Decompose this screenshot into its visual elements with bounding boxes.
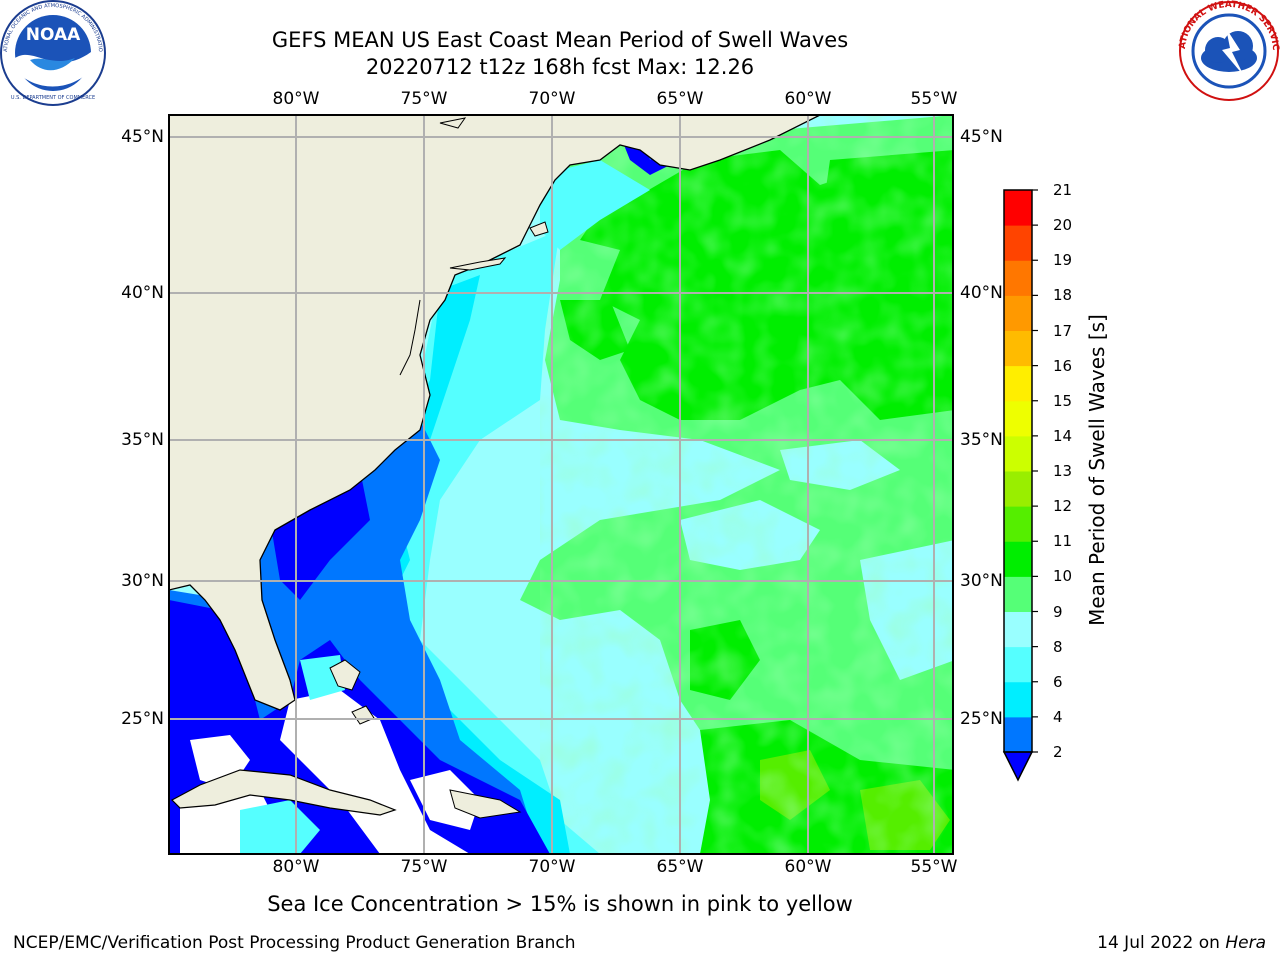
chart-subtitle: 20220712 t12z 168h fcst Max: 12.26 [365,55,755,79]
lat-label-left: 45°N [121,127,164,147]
lat-label-right: 45°N [960,127,1003,147]
colorbar-segment [1004,260,1032,296]
colorbar-tick-label: 15 [1053,391,1073,410]
noaa-logo-text: NOAA [26,25,81,45]
lon-label-bottom: 80°W [272,857,320,877]
machine-name: Hera [1225,933,1266,953]
colorbar-segment [1004,471,1032,507]
lat-label-right: 35°N [960,430,1003,450]
colorbar-tick-label: 18 [1053,286,1073,305]
date-text: 14 Jul 2022 on Hera [1097,932,1266,954]
colorbar-segment [1004,225,1032,261]
lon-label-bottom: 65°W [656,857,704,877]
colorbar-segment [1004,716,1032,753]
colorbar-tick-label: 8 [1053,637,1063,656]
lat-label-right: 30°N [960,571,1003,591]
colorbar-tick-label: 13 [1053,462,1073,480]
noaa-logo-bottom-text: U.S. DEPARTMENT OF COMMERCE [11,95,95,101]
lon-label-bottom: 70°W [528,857,576,877]
nws-logo: NATIONAL WEATHER SERVICE [1178,0,1280,101]
date-value: 14 Jul 2022 on [1097,933,1220,953]
colorbar-tick-label: 14 [1053,426,1073,445]
lat-label-left: 35°N [121,430,164,450]
lat-label-left: 30°N [121,571,164,591]
graticule [169,115,953,854]
colorbar-tick-label: 2 [1053,743,1063,761]
lon-label-bottom: 60°W [784,857,832,877]
lon-label-top: 70°W [528,89,576,109]
colorbar-tick-label: 11 [1053,532,1073,551]
map-frame [168,114,954,855]
colorbar-tick-label: 19 [1053,251,1073,270]
colorbar-tick-label: 9 [1053,602,1063,621]
colorbar-segment [1004,611,1032,648]
colorbar-tick-label: 10 [1053,567,1073,586]
lon-label-top: 60°W [784,89,832,109]
colorbar-segment [1004,330,1032,367]
noaa-logo: NOAA NATIONAL OCEANIC AND ATMOSPHERIC AD… [0,0,106,106]
sea-ice-note: Sea Ice Concentration > 15% is shown in … [267,892,853,916]
lat-label-right: 25°N [960,709,1003,729]
colorbar-segment [1004,541,1032,577]
colorbar-segment [1004,365,1032,402]
lon-label-top: 80°W [272,89,320,109]
colorbar-segment [1004,576,1032,612]
colorbar-tick-label: 16 [1053,356,1073,375]
colorbar-segment [1004,435,1032,472]
lon-label-bottom: 55°W [910,857,958,877]
colorbar-tick-label: 21 [1053,181,1073,199]
colorbar-title: Mean Period of Swell Waves [s] [1085,314,1109,626]
colorbar-segment [1004,646,1032,683]
lon-label-top: 55°W [910,89,958,109]
lon-label-top: 75°W [400,89,448,109]
lon-label-bottom: 75°W [400,857,448,877]
colorbar-segment [1004,506,1032,542]
colorbar-segment [1004,400,1032,437]
colorbar-segment [1004,190,1032,226]
colorbar-segment [1004,295,1032,331]
lon-label-top: 65°W [656,89,704,109]
colorbar-segment [1004,681,1032,718]
lat-label-left: 25°N [121,709,164,729]
colorbar-tick-label: 17 [1053,321,1073,340]
colorbar-tick-label: 6 [1053,672,1063,691]
colorbar-tick-label: 4 [1053,707,1063,726]
credit-text: NCEP/EMC/Verification Post Processing Pr… [13,933,576,953]
map-field [169,115,953,854]
colorbar-tick-label: 12 [1053,497,1073,516]
colorbar-extend-low [1002,751,1034,782]
lat-label-right: 40°N [960,283,1003,303]
lat-label-left: 40°N [121,283,164,303]
chart-title: GEFS MEAN US East Coast Mean Period of S… [271,28,849,52]
colorbar-tick-label: 20 [1053,216,1073,235]
